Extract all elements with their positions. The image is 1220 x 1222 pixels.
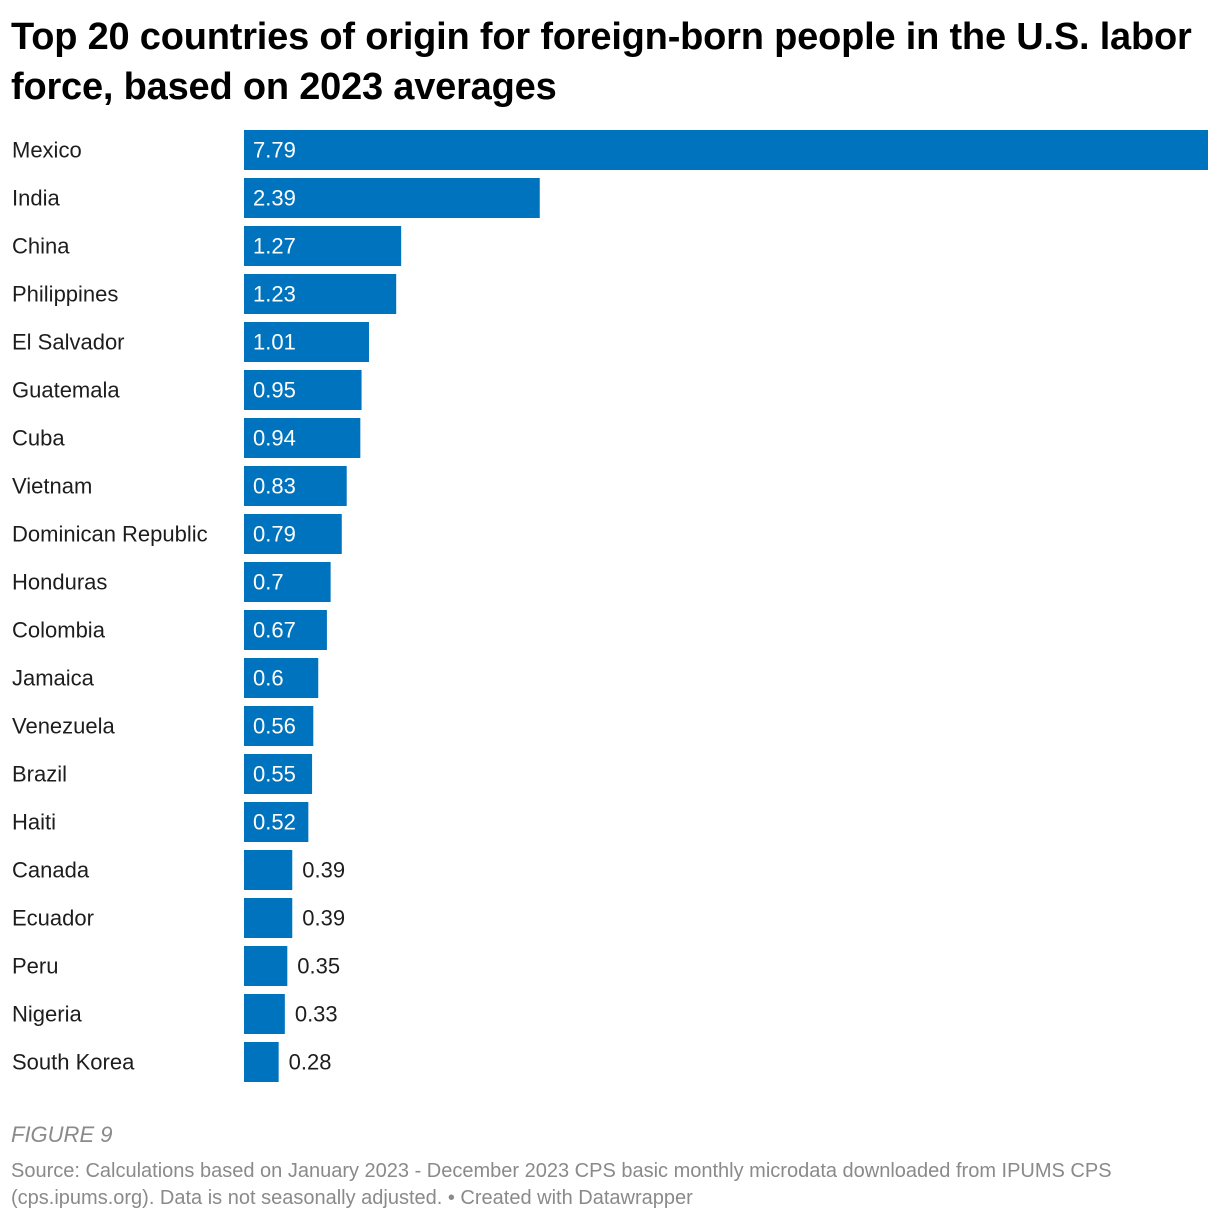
- category-label: Vietnam: [12, 474, 92, 499]
- bar: [244, 130, 1208, 170]
- category-label: Ecuador: [12, 906, 94, 931]
- value-label: 0.35: [297, 954, 340, 979]
- value-label: 7.79: [253, 138, 296, 163]
- category-label: Nigeria: [12, 1002, 82, 1027]
- value-label: 1.23: [253, 282, 296, 307]
- bar: [244, 226, 402, 266]
- category-label: Jamaica: [12, 666, 95, 691]
- value-label: 2.39: [253, 186, 296, 211]
- bar: [244, 658, 319, 698]
- value-label: 0.39: [302, 906, 345, 931]
- bar: [244, 370, 362, 410]
- bar: [244, 322, 369, 362]
- bar: [244, 706, 314, 746]
- value-label: 1.27: [253, 234, 296, 259]
- bar: [244, 418, 361, 458]
- bar: [244, 1042, 279, 1082]
- bar: [244, 514, 342, 554]
- category-label: Dominican Republic: [12, 522, 208, 547]
- chart-title: Top 20 countries of origin for foreign-b…: [11, 16, 1192, 108]
- category-label: Philippines: [12, 282, 118, 307]
- value-label: 0.83: [253, 474, 296, 499]
- value-label: 0.56: [253, 714, 296, 739]
- category-label: Canada: [12, 858, 90, 883]
- category-label: Brazil: [12, 762, 67, 787]
- value-label: 0.55: [253, 762, 296, 787]
- value-label: 0.94: [253, 426, 296, 451]
- bar: [244, 754, 313, 794]
- value-label: 1.01: [253, 330, 296, 355]
- bar: [244, 466, 347, 506]
- bar: [244, 850, 293, 890]
- category-label: Guatemala: [12, 378, 120, 403]
- category-label: Venezuela: [12, 714, 116, 739]
- category-label: China: [12, 234, 70, 259]
- bar: [244, 946, 288, 986]
- category-label: India: [12, 186, 60, 211]
- category-label: Haiti: [12, 810, 56, 835]
- bar: [244, 562, 331, 602]
- value-label: 0.95: [253, 378, 296, 403]
- value-label: 0.79: [253, 522, 296, 547]
- value-label: 0.39: [302, 858, 345, 883]
- bar: [244, 898, 293, 938]
- category-label: Mexico: [12, 138, 82, 163]
- source-note: Source: Calculations based on January 20…: [11, 1160, 1112, 1209]
- value-label: 0.67: [253, 618, 296, 643]
- bar: [244, 610, 327, 650]
- value-label: 0.33: [295, 1002, 338, 1027]
- category-label: South Korea: [12, 1050, 135, 1075]
- bar: [244, 994, 285, 1034]
- category-label: Colombia: [12, 618, 106, 643]
- category-label: Honduras: [12, 570, 107, 595]
- figure-note: FIGURE 9: [11, 1122, 113, 1147]
- category-label: Peru: [12, 954, 58, 979]
- category-label: Cuba: [12, 426, 65, 451]
- value-label: 0.28: [289, 1050, 332, 1075]
- value-label: 0.52: [253, 810, 296, 835]
- value-label: 0.7: [253, 570, 284, 595]
- bar: [244, 178, 540, 218]
- bar: [244, 274, 397, 314]
- category-label: El Salvador: [12, 330, 125, 355]
- bar: [244, 802, 309, 842]
- value-label: 0.6: [253, 666, 284, 691]
